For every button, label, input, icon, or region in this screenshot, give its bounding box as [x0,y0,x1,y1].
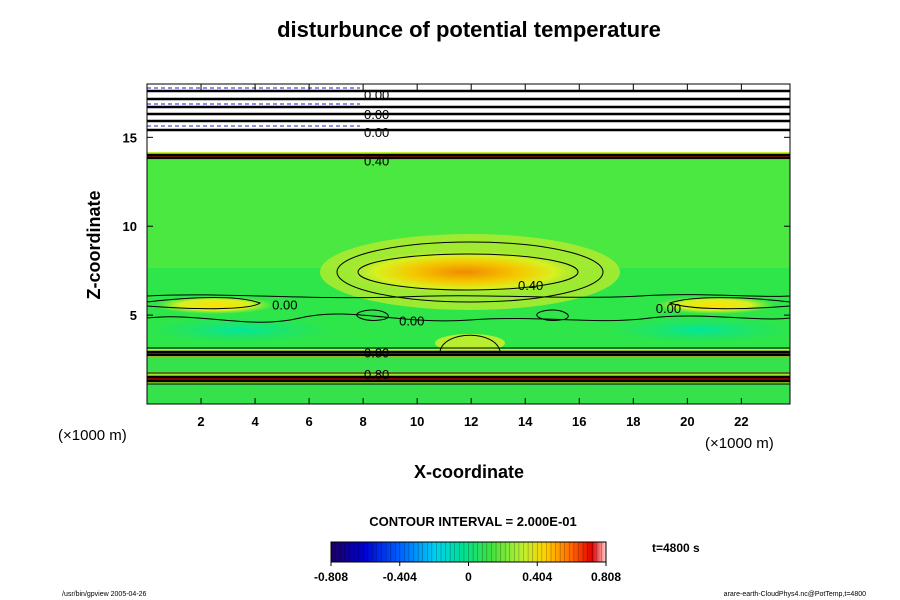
contour-lines [147,241,790,385]
contour-label: 0.00 [364,107,389,122]
contour-label: 0.00 [364,125,389,140]
side-blob-right [655,296,775,314]
contour-interval-label: CONTOUR INTERVAL = 2.000E-01 [369,514,576,529]
contour-label: 0.00 [364,88,389,103]
x-tick-label: 6 [305,414,312,429]
time-label: t=4800 s [652,541,700,555]
contour-label: 0.00 [656,301,681,316]
contour-label: 0.00 [272,297,297,312]
colorbar-tick-label: 0.404 [522,570,552,584]
footer-right: arare-earth-CloudPhys4.nc@PotTemp,t=4800 [724,591,866,598]
x-tick-label: 12 [464,414,478,429]
contour-label: 0.40 [518,278,543,293]
warm-core [345,250,585,294]
contour-label: 0.00 [399,313,424,328]
colorbar-stripes [335,542,602,562]
x-tick-label: 14 [518,414,533,429]
footer-left: /usr/bin/gpview 2005-04-26 [62,591,147,598]
colorbar: -0.808 -0.404 0 0.404 0.808 [314,541,621,584]
contour-label: 0.80 [364,367,389,382]
colorbar-tick-label: 0 [465,570,472,584]
y-tick-label: 5 [130,308,137,323]
x-tick-label: 18 [626,414,640,429]
colorbar-tick-label: -0.808 [314,570,348,584]
y-tick-label: 10 [123,219,137,234]
x-tick-label: 2 [197,414,204,429]
contour-label: 0.80 [364,345,389,360]
plot-frame [146,83,791,405]
x-tick-label: 4 [251,414,259,429]
chart-title: disturbunce of potential temperature [277,17,661,42]
contour-lines-dashed [147,87,360,127]
x-tick-label: 22 [734,414,748,429]
y-tick-label: 15 [123,130,137,145]
cool-band-right [600,316,790,344]
x-tick-label: 10 [410,414,424,429]
side-blob-left [155,296,275,314]
contour-label: 0.40 [364,153,389,168]
colorbar-tick-label: 0.808 [591,570,621,584]
colorbar-tick-label: -0.404 [383,570,417,584]
x-axis: 2 4 6 8 10 12 14 16 18 20 22 [197,84,749,429]
ground-band-red [147,378,790,380]
y-axis: 5 10 15 [123,130,790,323]
contour-labels: 0.40 0.00 0.00 0.00 0.80 0.80 0.40 0.00 0.00 0.00 [272,88,681,382]
y-axis-label: Z-coordinate [84,190,104,299]
x-tick-label: 16 [572,414,586,429]
x-tick-label: 8 [360,414,367,429]
x-unit-label-left: (×1000 m) [58,427,127,444]
x-axis-label: X-coordinate [414,462,524,482]
cool-band-left [147,316,340,344]
plot-area: 0.40 0.00 0.00 0.00 0.80 0.80 0.40 0.00 0.00 0.00 [147,84,790,404]
x-tick-label: 20 [680,414,694,429]
x-unit-label-right: (×1000 m) [705,435,774,452]
contour-lines-bold [147,89,790,383]
